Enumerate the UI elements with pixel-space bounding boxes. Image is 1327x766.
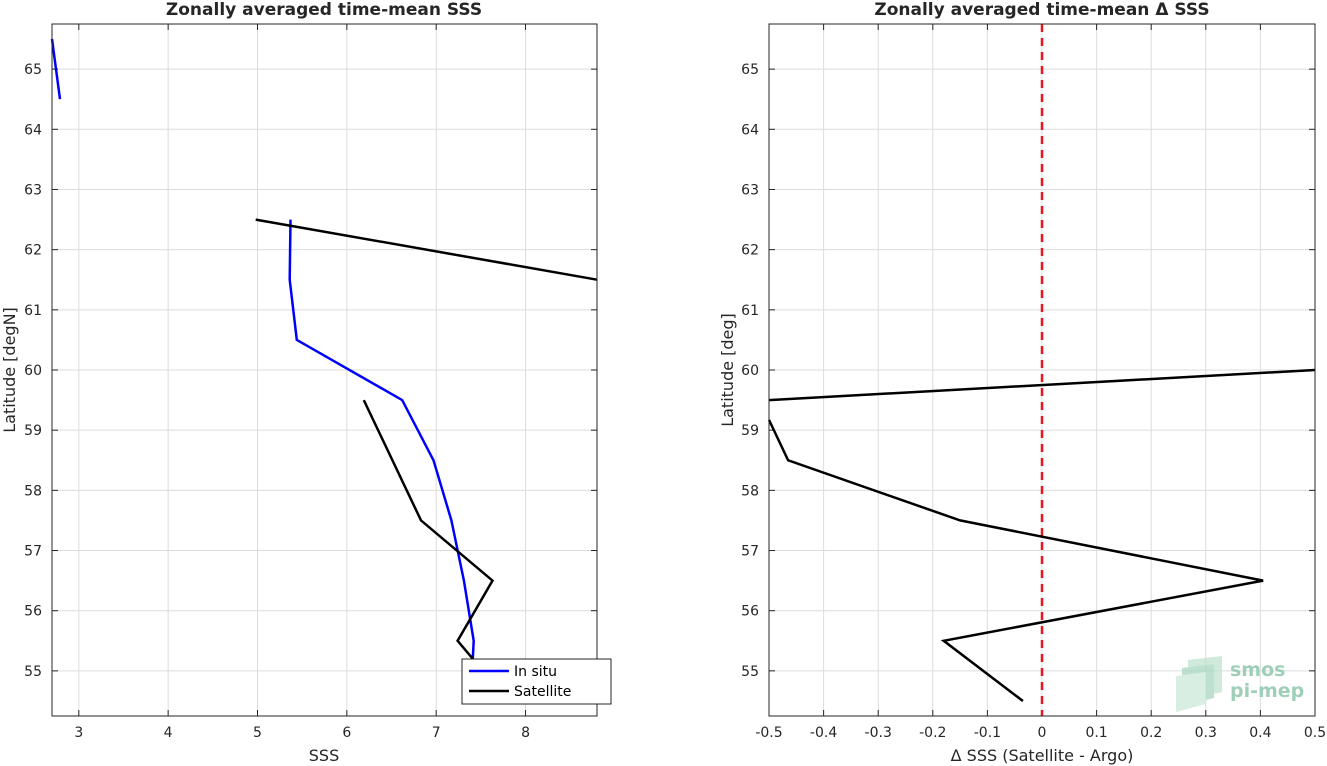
left-y-tick-label: 63: [24, 182, 42, 198]
right-y-tick-label: 58: [741, 483, 759, 499]
right-plot-frame: [768, 23, 1316, 717]
right-y-tick-label: 60: [741, 363, 759, 379]
right-series-series-0-line-1: [767, 419, 1264, 702]
smos-pi-mep-logo: smos pi-mep: [1176, 656, 1304, 712]
left-series-satellite-line-0: [255, 218, 598, 281]
left-x-tick-label: 6: [342, 725, 351, 741]
right-series-group: [767, 24, 1316, 716]
right-x-tick-label: 0.3: [1195, 725, 1217, 741]
right-series-series-0-line-0: [768, 368, 1316, 402]
right-panel: Zonally averaged time-mean Δ SSS -0.5 -0.…: [718, 0, 1326, 765]
right-x-tick-label: 0.1: [1085, 725, 1107, 741]
right-y-tick-label: 55: [741, 664, 759, 680]
left-x-tick-label: 5: [253, 725, 262, 741]
legend-box: [461, 658, 612, 705]
left-x-tick-label: 7: [432, 725, 441, 741]
right-y-tick-label: 56: [741, 604, 759, 620]
legend-label-satellite: Satellite: [514, 684, 571, 700]
left-plot-frame: [51, 23, 598, 717]
logo-text-pi-mep: pi-mep: [1230, 680, 1304, 702]
left-x-tick-label: 8: [521, 725, 530, 741]
left-y-tick-label: 64: [24, 122, 42, 138]
left-x-axis-label: SSS: [309, 746, 339, 765]
right-x-tick-label: 0.4: [1249, 725, 1271, 741]
right-y-tick-label: 57: [741, 544, 759, 560]
right-x-tick-label: -0.4: [810, 725, 837, 741]
right-y-tick-label: 64: [741, 122, 759, 138]
logo-text-smos: smos: [1230, 659, 1285, 681]
left-y-tick-label: 57: [24, 544, 42, 560]
right-x-tick-label: -0.5: [755, 725, 782, 741]
right-y-tick-label: 59: [741, 423, 759, 439]
right-y-axis-label: Latitude [deg]: [718, 313, 737, 427]
right-x-axis-label: Δ SSS (Satellite - Argo): [951, 746, 1134, 765]
legend-label-in-situ: In situ: [514, 664, 557, 680]
right-x-tick-label: -0.2: [919, 725, 946, 741]
right-y-tick-label: 65: [741, 62, 759, 78]
logo-graphic: [1176, 656, 1222, 712]
left-chart-title: Zonally averaged time-mean SSS: [166, 0, 482, 20]
left-y-tick-label: 56: [24, 604, 42, 620]
left-y-tick-label: 55: [24, 664, 42, 680]
right-y-tick-label: 62: [741, 243, 759, 259]
right-x-tick-label: 0.5: [1304, 725, 1326, 741]
left-y-tick-label: 60: [24, 363, 42, 379]
left-y-tick-label: 58: [24, 483, 42, 499]
right-x-tick-label: 0.2: [1140, 725, 1162, 741]
right-chart-title: Zonally averaged time-mean Δ SSS: [874, 0, 1209, 20]
left-x-tick-label: 3: [74, 725, 83, 741]
left-y-tick-label: 59: [24, 423, 42, 439]
right-y-tick-labels: 55 56 57 58 59 60 61 62 63 64 65: [741, 62, 759, 680]
left-x-tick-labels: 3 4 5 6 7 8: [74, 725, 530, 741]
right-y-tick-label: 61: [741, 303, 759, 319]
left-x-tick-label: 4: [164, 725, 173, 741]
right-x-tick-label: -0.3: [865, 725, 892, 741]
left-series-group: [50, 38, 598, 660]
left-series-satellite-line-1: [362, 399, 495, 660]
left-y-tick-label: 61: [24, 303, 42, 319]
right-x-tick-label: 0: [1038, 725, 1047, 741]
right-y-tick-label: 63: [741, 182, 759, 198]
left-y-axis-label: Latitude [degN]: [0, 307, 19, 433]
left-y-tick-label: 65: [24, 62, 42, 78]
right-x-tick-labels: -0.5 -0.4 -0.3 -0.2 -0.1 0 0.1 0.2 0.3 0.4 0.5: [755, 725, 1326, 741]
left-series-in-situ-line-0: [50, 38, 62, 100]
right-x-tick-label: -0.1: [974, 725, 1001, 741]
legend: In situ Satellite: [461, 658, 612, 705]
left-y-tick-labels: 55 56 57 58 59 60 61 62 63 64 65: [24, 62, 42, 680]
left-y-tick-label: 62: [24, 243, 42, 259]
